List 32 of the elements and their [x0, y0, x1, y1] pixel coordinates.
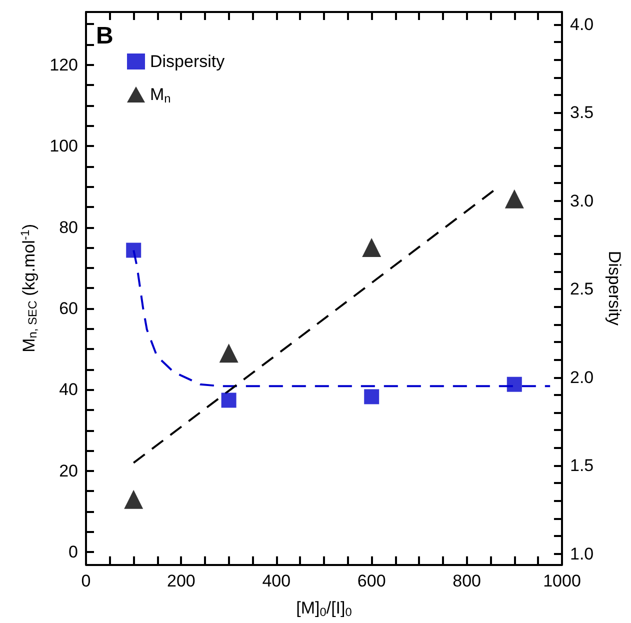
point	[126, 242, 142, 258]
point	[506, 376, 522, 392]
y-tick-label: 0	[68, 542, 78, 562]
y2-tick-label: 1.5	[570, 456, 594, 476]
x-tick-label: 600	[357, 571, 386, 590]
y2-tick-label: 1.0	[570, 544, 594, 564]
y-axis-title: Mn, SEC (kg.mol-1)	[18, 224, 40, 352]
y-tick-label: 20	[59, 461, 78, 480]
y2-axis-title: Dispersity	[605, 250, 624, 326]
y-tick-label: 100	[50, 136, 78, 156]
point	[364, 389, 380, 404]
annotation: B	[96, 22, 114, 50]
point	[221, 392, 236, 408]
point	[219, 344, 238, 363]
y-tick-label: 120	[50, 55, 78, 74]
x-tick-label: 0	[81, 571, 91, 590]
x-tick-label: 800	[452, 571, 481, 590]
point	[362, 238, 382, 258]
point	[124, 490, 144, 509]
x-tick-label: 200	[167, 571, 196, 590]
y-tick-label: 80	[59, 218, 78, 237]
point	[504, 189, 524, 208]
y2-tick-label: 2.0	[570, 368, 594, 387]
y-tick-label: 60	[59, 298, 78, 318]
x-tick-label: 1000	[543, 571, 581, 590]
y-tick-label: 40	[59, 380, 78, 400]
y2-tick-label: 4.0	[570, 14, 594, 34]
y2-tick-label: 3.0	[570, 191, 594, 210]
y2-tick-label: 3.5	[570, 103, 594, 122]
legend-label: Dispersity	[150, 52, 226, 71]
y2-tick-label: 2.5	[570, 280, 594, 299]
x-tick-label: 400	[262, 571, 291, 590]
